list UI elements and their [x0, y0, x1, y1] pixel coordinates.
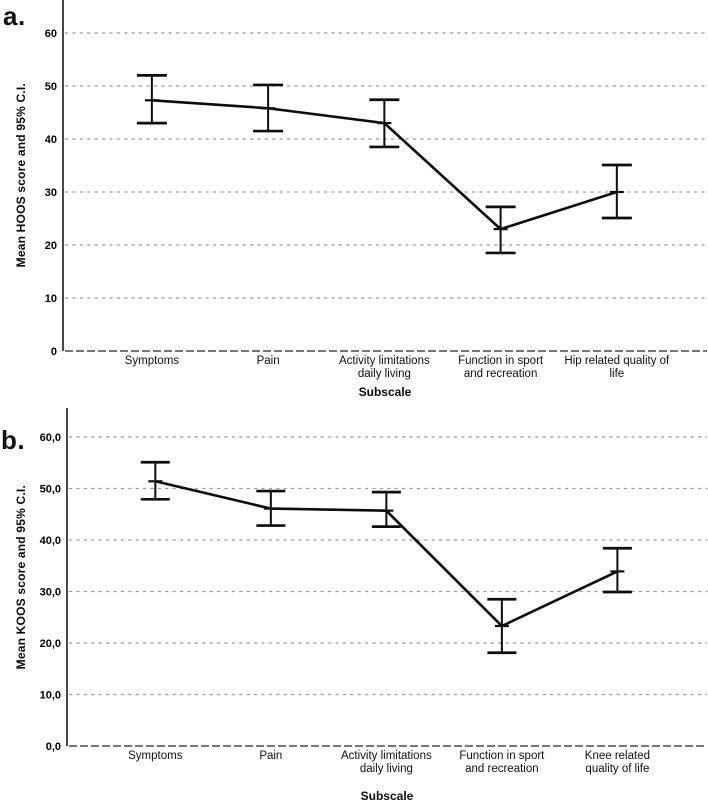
y-tick-label: 30: [45, 187, 57, 199]
koos-errorbar-chart: 0,0 10,0 20,0 30,0 40,0 50,0 60,0 Symptoms Pain A…: [40, 408, 707, 775]
panel-label-b: b.: [1, 425, 26, 455]
koos-x-axis-title: Subscale: [360, 789, 414, 803]
koos-chart-panel: 0,0 10,0 20,0 30,0 40,0 50,0 60,0 Symptoms Pain A…: [0, 406, 708, 806]
hoos-x-axis-title: Subscale: [358, 385, 412, 399]
hoos-chart-panel: 0 10 20 30 40 50 60 Symptoms Pain Activity limita…: [3, 0, 707, 399]
panel-label-a: a.: [3, 1, 26, 31]
hoos-errorbar-chart: 0 10 20 30 40 50 60 Symptoms Pain Activity limita…: [45, 0, 707, 380]
hoos-y-axis-title: Mean HOOS score and 95% C.I.: [14, 83, 28, 268]
category-label: Activity limitations daily living: [339, 355, 430, 380]
y-tick-label: 0,0: [46, 741, 61, 753]
koos-y-axis-title: Mean KOOS score and 95% C.I.: [14, 484, 28, 670]
category-label: Hip related quality of life: [564, 355, 670, 380]
category-label: Function in sport and recreation: [459, 750, 545, 775]
category-label: Pain: [259, 750, 282, 762]
koos-y-axis-title-wrap: Mean KOOS score and 95% C.I.: [10, 408, 32, 746]
y-tick-label: 20,0: [40, 638, 61, 650]
category-label: Knee related quality of life: [585, 750, 650, 775]
y-tick-label: 10,0: [40, 690, 61, 702]
series-line: [155, 480, 618, 628]
category-label: Function in sport and recreation: [458, 355, 544, 380]
y-tick-label: 30,0: [40, 587, 61, 599]
y-tick-label: 50: [45, 81, 57, 93]
y-tick-label: 40: [45, 134, 57, 146]
series-line: [151, 99, 618, 231]
y-tick-label: 0: [51, 346, 57, 358]
y-tick-label: 50,0: [40, 484, 61, 496]
y-tick-label: 60: [45, 28, 57, 40]
category-label: Symptoms: [128, 750, 183, 762]
category-label: Symptoms: [125, 355, 180, 367]
category-label: Pain: [257, 355, 280, 367]
category-label: Activity limitations daily living: [341, 750, 432, 775]
y-tick-label: 60,0: [40, 432, 61, 444]
y-tick-label: 10: [45, 293, 57, 305]
y-tick-label: 20: [45, 240, 57, 252]
y-tick-label: 40,0: [40, 535, 61, 547]
hoos-y-axis-title-wrap: Mean HOOS score and 95% C.I.: [10, 0, 32, 351]
